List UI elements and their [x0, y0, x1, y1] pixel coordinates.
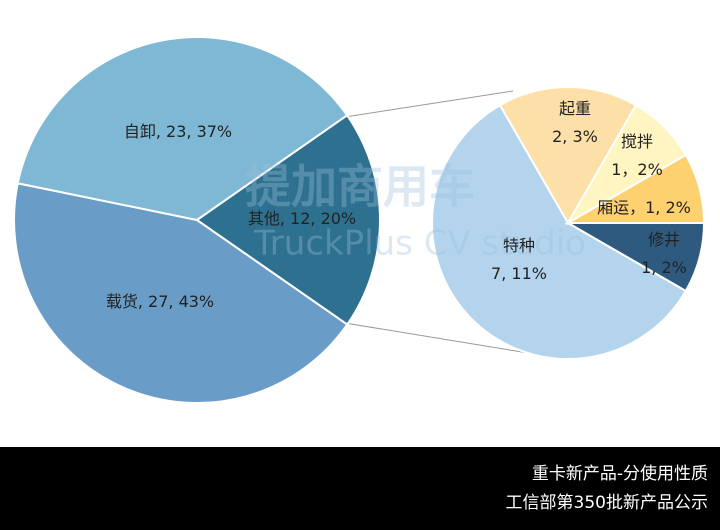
connector — [344, 90, 514, 118]
pie-slice — [13, 182, 349, 404]
pie-slice — [564, 153, 706, 224]
data-label: 搅拌 1，2% — [611, 132, 663, 179]
pie-slice — [431, 103, 688, 360]
footer-text: 工信部第350批新产品公示 — [506, 493, 708, 513]
watermark: TruckPlus CV studio — [253, 224, 586, 264]
data-label: 修井 1, 2% — [641, 230, 687, 277]
pie-slice — [16, 36, 349, 222]
data-label: 厢运，1, 2% — [597, 198, 691, 217]
footer-bar — [0, 447, 720, 530]
footer-text: 重卡新产品-分使用性质 — [532, 463, 708, 484]
connector — [344, 322, 529, 354]
watermark: 提加商用车 — [245, 160, 475, 214]
pie-slice — [498, 86, 638, 225]
pie-slice — [195, 113, 381, 326]
data-label: 起重 2, 3% — [552, 99, 598, 146]
data-label: 载货, 27, 43% — [106, 292, 214, 311]
data-label: 特种 7, 11% — [491, 236, 547, 283]
data-label: 其他, 12, 20% — [248, 209, 356, 228]
data-label: 自卸, 23, 37% — [124, 122, 232, 141]
